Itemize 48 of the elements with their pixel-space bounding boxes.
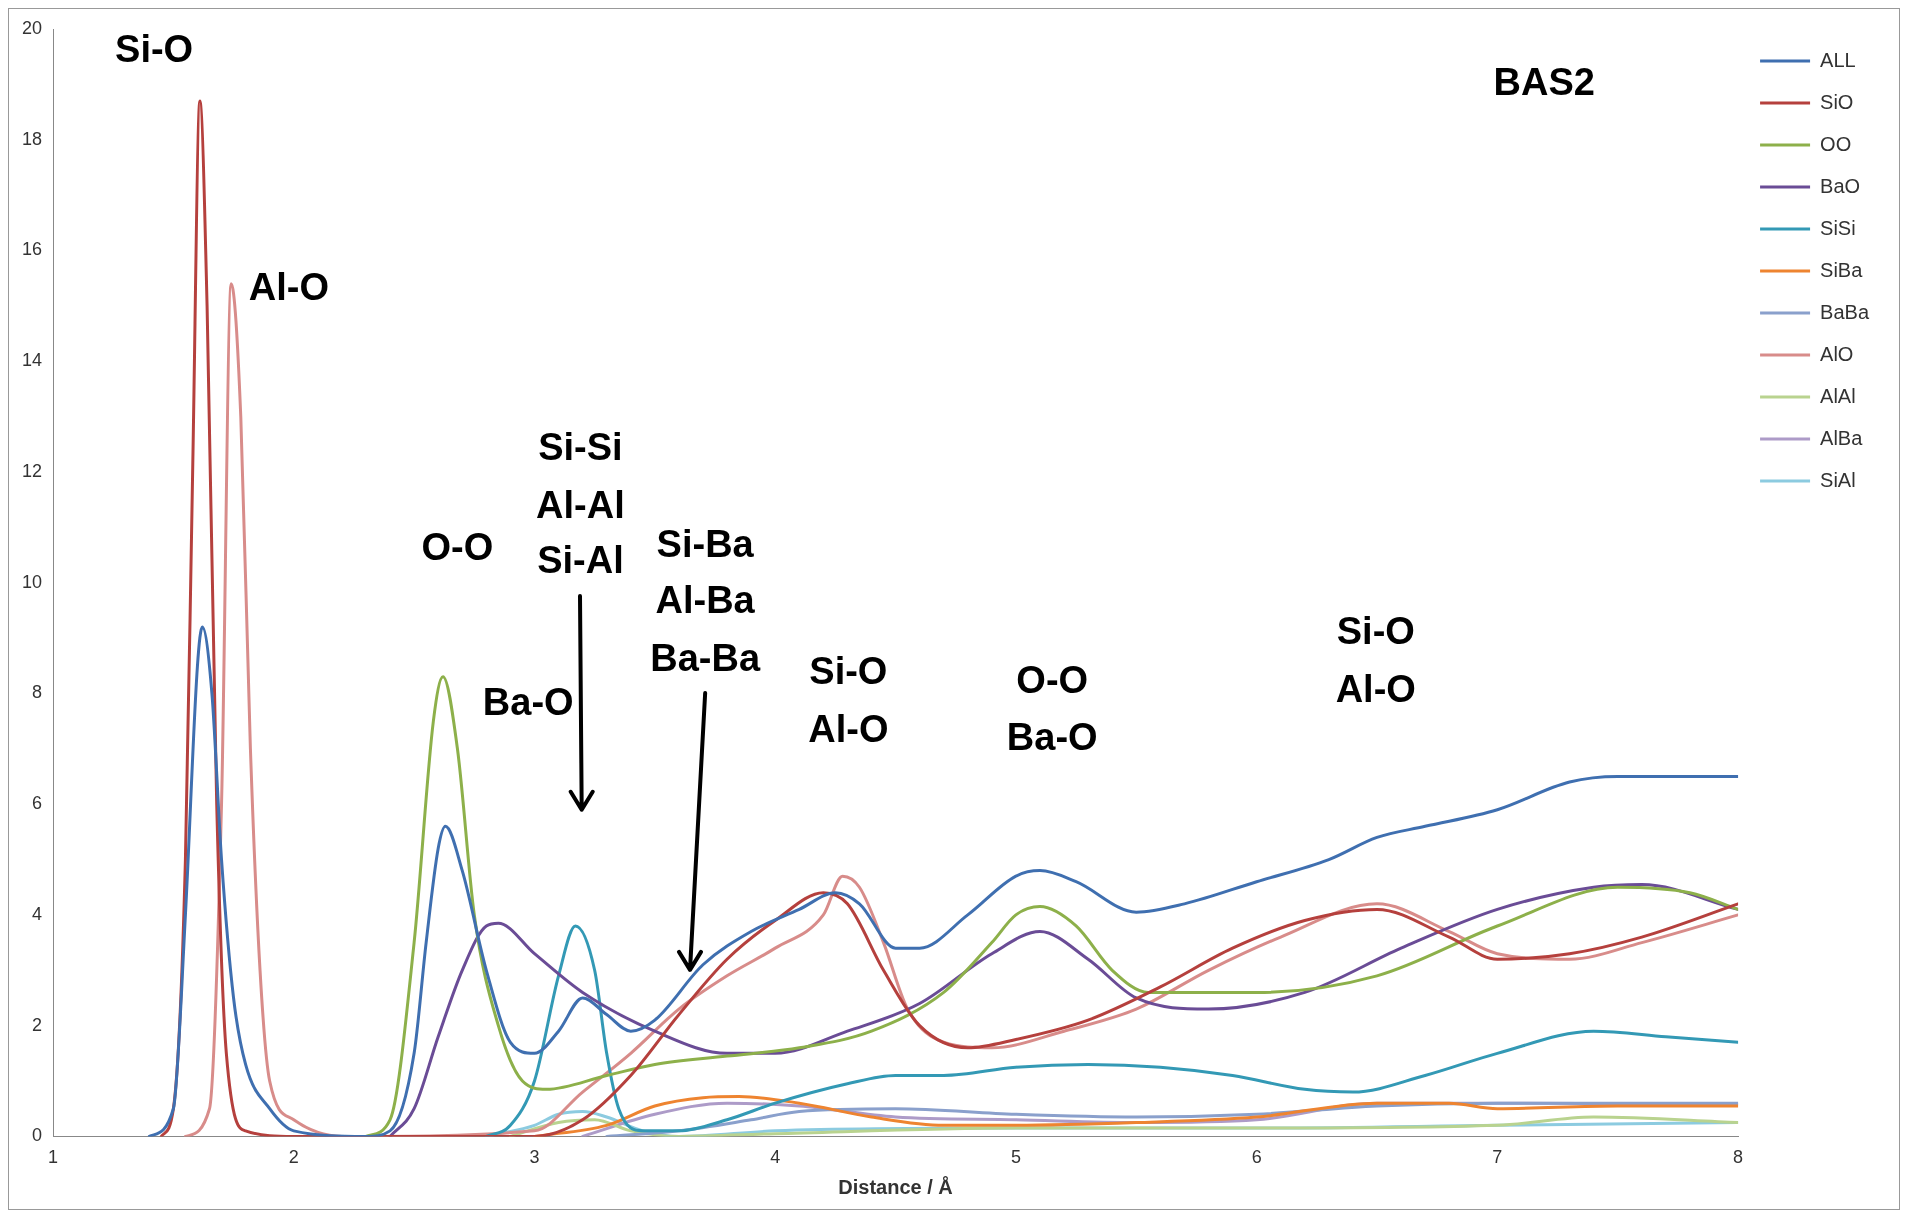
annotation: Al-Al bbox=[536, 483, 625, 526]
annotation: Si-O bbox=[1336, 610, 1415, 653]
legend-label: AlO bbox=[1820, 342, 1854, 365]
legend-label: SiO bbox=[1820, 90, 1854, 113]
legend-label: BaBa bbox=[1820, 300, 1870, 323]
legend-label: AlBa bbox=[1820, 426, 1864, 449]
annotation: Si-O bbox=[115, 27, 194, 70]
x-tick-label: 4 bbox=[770, 1147, 781, 1168]
x-tick-label: 6 bbox=[1251, 1147, 1262, 1168]
annotation: BAS2 bbox=[1493, 60, 1595, 103]
y-tick-label: 10 bbox=[21, 571, 43, 592]
y-tick-label: 6 bbox=[32, 793, 43, 814]
y-tick-label: 8 bbox=[32, 682, 43, 703]
y-tick-label: 0 bbox=[32, 1125, 43, 1146]
annotation: Al-O bbox=[1335, 667, 1416, 710]
y-tick-label: 12 bbox=[21, 460, 43, 481]
x-tick-label: 7 bbox=[1492, 1147, 1503, 1168]
legend-label: OO bbox=[1820, 132, 1852, 155]
legend-label: ALL bbox=[1820, 48, 1856, 71]
annotation: Ba-O bbox=[482, 681, 574, 723]
y-tick-label: 20 bbox=[21, 17, 43, 38]
annotation: Si-Al bbox=[537, 539, 624, 582]
x-tick-label: 3 bbox=[529, 1147, 540, 1168]
y-tick-label: 2 bbox=[32, 1014, 43, 1035]
legend-label: BaO bbox=[1820, 174, 1861, 197]
x-axis-title: Distance / Å bbox=[838, 1174, 953, 1198]
annotation: Ba-Ba bbox=[650, 636, 761, 679]
x-tick-label: 2 bbox=[288, 1147, 299, 1168]
annotation: Al-Ba bbox=[655, 579, 756, 622]
legend-label: SiSi bbox=[1820, 216, 1856, 239]
y-tick-label: 14 bbox=[21, 350, 43, 371]
y-tick-label: 4 bbox=[32, 903, 43, 924]
x-tick-label: 5 bbox=[1010, 1147, 1021, 1168]
annotation: Al-O bbox=[808, 707, 889, 750]
y-tick-label: 18 bbox=[21, 128, 43, 149]
annotation: O-O bbox=[421, 525, 494, 568]
x-tick-label: 1 bbox=[48, 1147, 59, 1168]
legend-label: SiAl bbox=[1820, 468, 1856, 491]
annotation: Si-O bbox=[809, 649, 888, 692]
x-tick-label: 8 bbox=[1733, 1147, 1744, 1168]
annotation: Si-Ba bbox=[656, 522, 755, 565]
annotation: O-O bbox=[1016, 658, 1089, 701]
annotation: Al-O bbox=[248, 265, 330, 308]
legend-label: SiBa bbox=[1820, 258, 1864, 281]
annotation: Si-Si bbox=[538, 426, 623, 469]
y-tick-label: 16 bbox=[21, 239, 43, 260]
annotation: Ba-O bbox=[1006, 716, 1098, 759]
legend-label: AlAl bbox=[1820, 384, 1856, 407]
